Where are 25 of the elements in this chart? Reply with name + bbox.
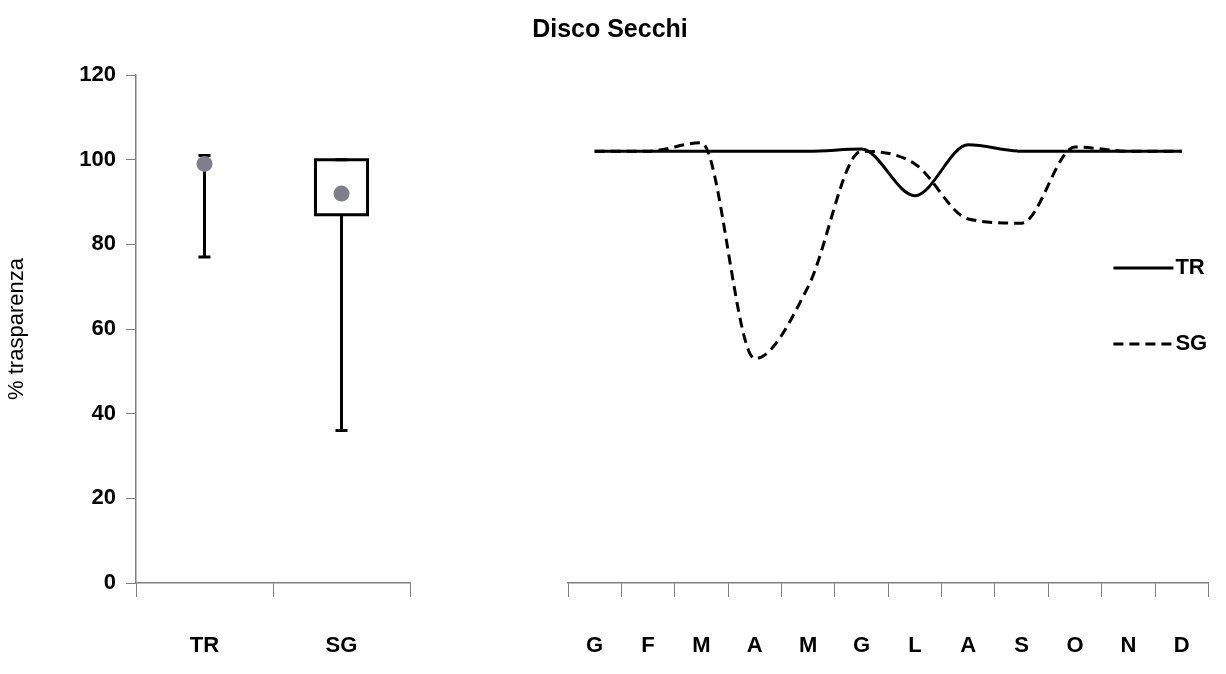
chart-title: Disco Secchi	[531, 14, 689, 43]
x-tick-label: M	[692, 632, 711, 658]
x-tick-label: D	[1173, 632, 1190, 658]
x-tick-label: L	[908, 632, 922, 658]
x-tick-label: A	[746, 632, 763, 658]
x-tick-label: O	[1066, 632, 1084, 658]
x-tick-label: M	[798, 632, 818, 658]
x-tick-label: G	[852, 632, 871, 658]
y-axis-title: % trasparenza	[3, 257, 29, 400]
y-tick-label: 120	[79, 61, 116, 87]
y-tick-label: 100	[79, 145, 116, 171]
x-tick-label: A	[960, 632, 977, 658]
y-tick-label: 40	[91, 399, 116, 425]
x-tick-label: G	[586, 632, 604, 658]
y-tick-label: 80	[91, 230, 116, 256]
x-tick-label: N	[1120, 632, 1137, 658]
x-tick-label: F	[641, 632, 655, 658]
legend-label: SG	[1175, 330, 1208, 356]
x-tick-label: TR	[189, 632, 220, 658]
x-tick-label: S	[1014, 632, 1029, 658]
legend-label: TR	[1175, 254, 1205, 280]
y-tick-label: 0	[103, 569, 116, 595]
x-tick-label: SG	[325, 632, 358, 658]
y-tick-label: 60	[91, 315, 116, 341]
y-tick-label: 20	[91, 484, 116, 510]
